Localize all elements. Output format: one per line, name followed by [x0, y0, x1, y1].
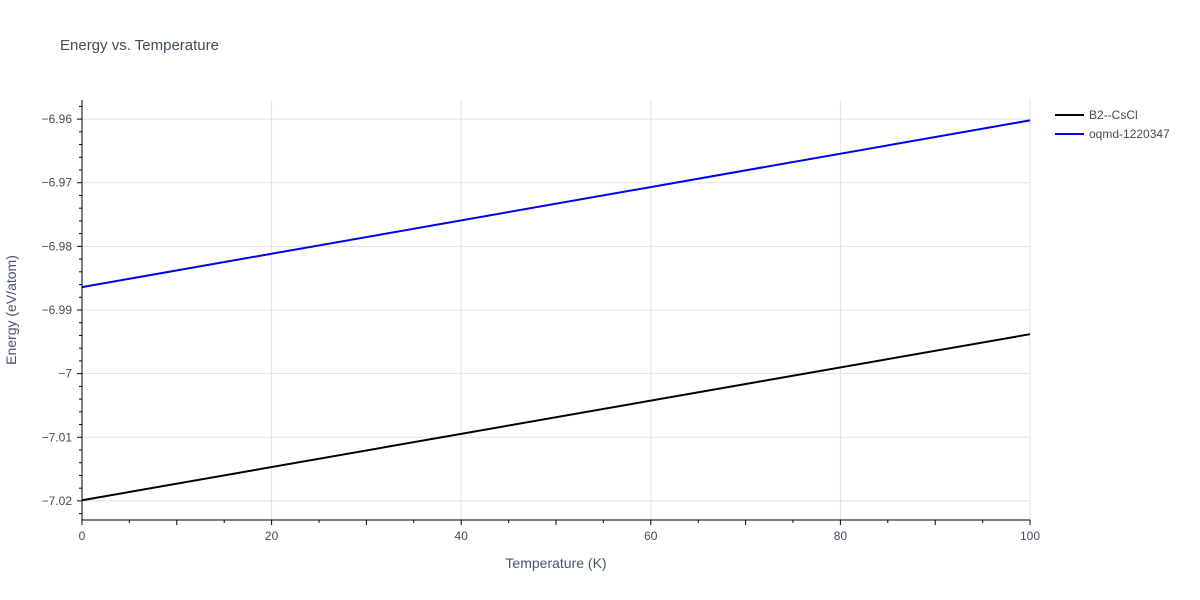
legend-label: B2--CsCl: [1089, 108, 1138, 122]
series-lines: [81, 119, 1031, 502]
legend-label: oqmd-1220347: [1089, 127, 1170, 141]
y-tick-label: −6.96: [42, 112, 73, 126]
y-tick-label: −7: [58, 367, 72, 381]
legend-item[interactable]: oqmd-1220347: [1055, 127, 1170, 141]
y-axis-ticks: −7.02 −7.01 −7 −6.99 −6.98 −6.97 −6.96: [42, 112, 73, 508]
grid-lines: [82, 100, 1031, 520]
axes: [77, 100, 1031, 525]
y-tick-label: −6.98: [42, 239, 73, 253]
series-line-b2-cscl: [81, 333, 1031, 502]
x-tick-label: 40: [455, 529, 469, 543]
x-axis-ticks: 0 20 40 60 80 100: [79, 529, 1041, 543]
legend-item[interactable]: B2--CsCl: [1055, 108, 1138, 122]
x-tick-label: 0: [79, 529, 86, 543]
y-tick-label: −7.01: [42, 430, 73, 444]
x-tick-label: 100: [1020, 529, 1040, 543]
x-tick-label: 60: [644, 529, 658, 543]
x-tick-label: 80: [834, 529, 848, 543]
x-tick-label: 20: [265, 529, 279, 543]
chart-title: Energy vs. Temperature: [60, 37, 219, 54]
y-tick-label: −6.99: [42, 303, 73, 317]
series-line-oqmd-1220347: [81, 119, 1031, 289]
y-axis-title: Energy (eV/atom): [3, 255, 19, 365]
y-tick-label: −7.02: [42, 494, 73, 508]
y-tick-label: −6.97: [42, 176, 73, 190]
x-axis-title: Temperature (K): [505, 555, 606, 571]
legend[interactable]: B2--CsCl oqmd-1220347: [1055, 108, 1170, 141]
